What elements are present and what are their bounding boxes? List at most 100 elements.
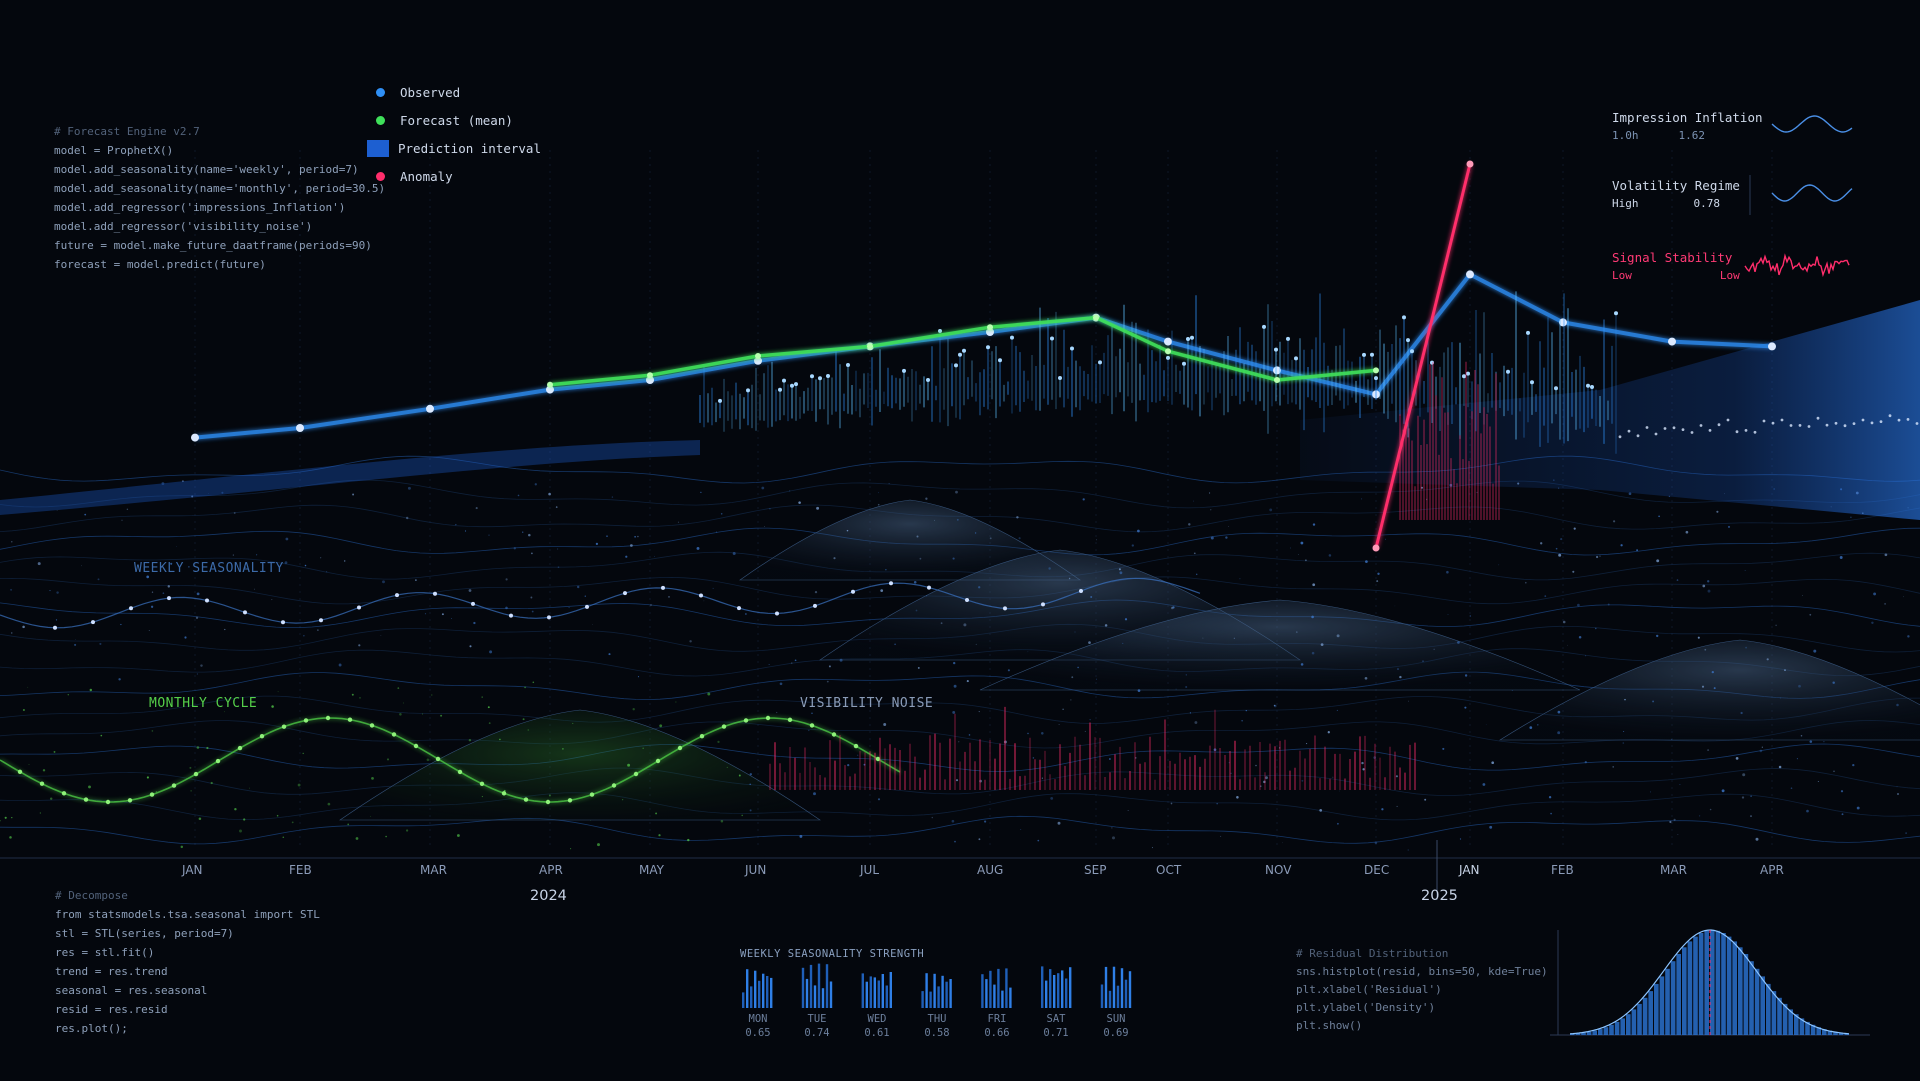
terrain-dot [210, 781, 213, 785]
legend-item-forecast[interactable]: Forecast (mean) [372, 106, 541, 134]
terrain-dot [1548, 796, 1552, 799]
prediction-band [1300, 300, 1920, 520]
terrain-dot [277, 691, 279, 693]
metric-value: 0.78 [1693, 197, 1721, 210]
terrain-dot [839, 658, 843, 662]
observed-dot [1897, 418, 1901, 422]
terrain-dot [1170, 802, 1173, 805]
terrain-dot [1905, 832, 1907, 834]
terrain-dot [1775, 624, 1777, 627]
monthly-cycle-dot [391, 732, 397, 737]
terrain-dot [371, 777, 374, 780]
terrain-dot [530, 596, 533, 599]
terrain-dot [37, 562, 41, 566]
terrain-dot [958, 741, 960, 743]
terrain-surface [0, 455, 1920, 851]
terrain-dot [1623, 730, 1625, 733]
monthly-cycle-dot [677, 745, 683, 751]
terrain-dot [1255, 764, 1257, 767]
code-line: stl = STL(series, period=7) [55, 927, 234, 940]
terrain-dot [359, 697, 361, 699]
code-line: from statsmodels.tsa.seasonal import STL [55, 908, 320, 921]
weekly-strength-title: WEEKLY SEASONALITY STRENGTH [740, 948, 925, 960]
legend-item-anomaly[interactable]: Anomaly [372, 162, 541, 190]
terrain-dot [468, 738, 472, 742]
terrain-dot [1761, 746, 1763, 748]
observed-dot [1888, 414, 1892, 418]
terrain-dot [738, 774, 741, 777]
terrain-dot [49, 797, 53, 800]
terrain-dot [522, 531, 524, 533]
terrain-dot [282, 836, 285, 838]
terrain-dot [1175, 688, 1177, 690]
terrain-dot [1269, 508, 1273, 512]
observed-dot [1753, 430, 1757, 434]
terrain-dot [1265, 776, 1268, 780]
terrain-dot [764, 526, 765, 527]
weekly-seasonality-dot [433, 591, 437, 596]
weekly-seasonality-dot [243, 610, 247, 615]
observed-spike-dot [746, 388, 750, 393]
weekly-seasonality-dot [205, 598, 209, 603]
observed-point [1164, 337, 1172, 346]
terrain-dot [1750, 795, 1752, 797]
observed-dot [1654, 432, 1658, 436]
weekly-strength-bar [1041, 966, 1044, 1008]
weekly-strength-bar [762, 973, 765, 1008]
terrain-dot [284, 561, 288, 565]
legend-item-observed[interactable]: Observed [372, 78, 541, 106]
terrain-dot [741, 814, 743, 817]
terrain-dot [355, 837, 359, 840]
observed-dot-icon [376, 87, 385, 97]
terrain-dot [1096, 539, 1097, 541]
weekly-seasonality-dot [1003, 606, 1007, 611]
terrain-dot [1896, 703, 1899, 707]
terrain-dot [707, 692, 711, 696]
terrain-dot [940, 622, 943, 625]
terrain-dot [386, 758, 390, 761]
day-value: 0.74 [804, 1027, 830, 1039]
observed-spike-dot [962, 348, 966, 353]
observed-spike-dot [1402, 315, 1406, 320]
histogram-bar [1586, 1031, 1592, 1035]
observed-dot [1681, 428, 1685, 431]
terrain-dot [100, 734, 103, 737]
terrain-dot [954, 840, 956, 843]
terrain-dot [863, 763, 866, 766]
terrain-dot [370, 815, 371, 817]
terrain-dot [148, 630, 150, 631]
terrain-dot [1780, 697, 1782, 699]
terrain-dot [1572, 570, 1575, 573]
monthly-cycle-dot [765, 715, 771, 721]
terrain-dot [22, 625, 25, 629]
weekly-seasonality-dot [395, 593, 399, 598]
monthly-cycle-dot [633, 771, 639, 777]
histogram-bar [1575, 1033, 1581, 1035]
terrain-dot [1089, 719, 1091, 721]
terrain-dot [1577, 603, 1580, 607]
terrain-dot [343, 560, 346, 562]
terrain-dot [1263, 780, 1266, 784]
weekly-strength-bar [885, 985, 888, 1008]
observed-spike-dot [1294, 356, 1298, 361]
weekly-seasonality-dot [129, 606, 133, 611]
monthly-cycle-dot [281, 724, 287, 729]
terrain-dot [405, 829, 409, 832]
terrain-dot [1338, 790, 1340, 792]
weekly-strength-bar [805, 978, 809, 1008]
terrain-dot [1721, 789, 1725, 793]
observed-spike-dot [846, 363, 850, 367]
terrain-dot [4, 816, 7, 819]
terrain-dot [468, 589, 472, 592]
terrain-dot [1800, 735, 1803, 737]
terrain-dot [1096, 678, 1098, 680]
weekly-seasonality-dot [737, 606, 741, 611]
terrain-dot [749, 783, 751, 786]
observed-point [1559, 318, 1567, 327]
terrain-dot [798, 501, 801, 504]
terrain-dot [1070, 699, 1072, 701]
histogram-bar [1743, 954, 1749, 1035]
legend-label: Forecast (mean) [400, 112, 513, 128]
legend-item-interval[interactable]: Prediction interval [367, 134, 541, 162]
terrain-dot [327, 802, 331, 806]
